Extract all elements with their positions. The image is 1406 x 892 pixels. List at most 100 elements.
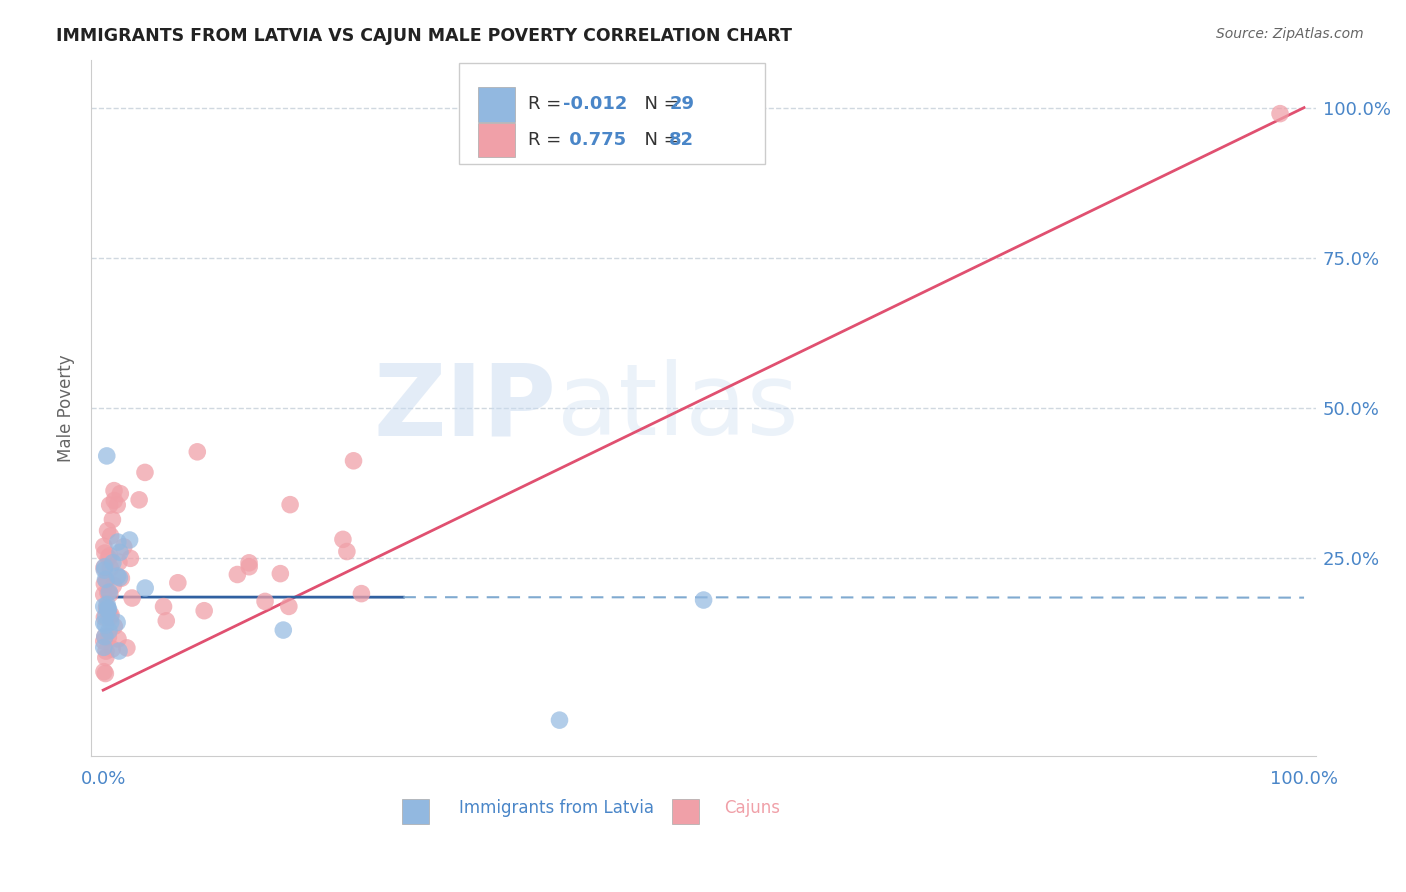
Text: N =: N = (633, 131, 685, 149)
Point (93, 640, 115, 655)
Text: Cajuns: Cajuns (724, 799, 780, 817)
Point (93, 577, 115, 591)
Point (97, 603, 120, 617)
Point (107, 569, 129, 583)
Point (336, 544, 359, 558)
Point (94, 630, 117, 644)
Text: ZIP: ZIP (374, 359, 557, 457)
Point (94, 618, 117, 632)
Point (98, 587, 121, 601)
Point (692, 593, 714, 607)
Text: Source: ZipAtlas.com: Source: ZipAtlas.com (1216, 27, 1364, 41)
Point (93, 610, 115, 624)
Point (93, 588, 115, 602)
Point (101, 642, 124, 657)
Point (97, 624, 120, 638)
Point (108, 644, 131, 658)
Point (100, 529, 122, 543)
Point (112, 540, 135, 554)
Point (97, 600, 120, 615)
Point (97, 585, 120, 599)
Point (94, 546, 117, 560)
Point (96, 603, 118, 617)
Point (152, 599, 174, 614)
Point (94, 650, 117, 665)
Point (93, 616, 115, 631)
Point (134, 466, 156, 480)
Point (94, 630, 117, 644)
Point (332, 533, 354, 547)
FancyBboxPatch shape (402, 798, 429, 824)
Point (271, 623, 294, 637)
Point (93, 563, 115, 577)
Point (94, 644, 117, 658)
Point (93, 634, 115, 648)
Point (96, 600, 118, 615)
FancyBboxPatch shape (672, 798, 699, 824)
Text: Immigrants from Latvia: Immigrants from Latvia (460, 799, 654, 817)
Point (115, 640, 138, 655)
Point (110, 571, 132, 585)
Point (238, 556, 260, 570)
Point (96, 574, 118, 588)
Point (186, 445, 208, 459)
Point (98, 585, 121, 599)
Point (238, 559, 260, 574)
Text: 29: 29 (669, 95, 695, 113)
Point (105, 498, 128, 512)
Point (94, 666, 117, 681)
Y-axis label: Male Poverty: Male Poverty (58, 354, 75, 462)
Point (269, 566, 291, 581)
Point (254, 594, 277, 608)
Point (108, 545, 131, 559)
Point (166, 575, 188, 590)
Point (93, 665, 115, 679)
Point (278, 498, 301, 512)
Point (97, 602, 120, 616)
Point (93, 599, 115, 614)
Point (97, 524, 120, 538)
Point (120, 551, 142, 566)
Point (1268, 106, 1291, 120)
Point (121, 591, 143, 605)
Point (118, 533, 141, 547)
Point (98, 561, 121, 575)
Point (97, 630, 120, 644)
Text: R =: R = (529, 131, 568, 149)
Point (100, 615, 122, 630)
Point (103, 493, 125, 508)
Point (155, 614, 177, 628)
FancyBboxPatch shape (478, 87, 515, 121)
Point (103, 483, 125, 498)
Point (98, 498, 121, 512)
FancyBboxPatch shape (458, 63, 765, 164)
Point (101, 556, 124, 570)
Text: N =: N = (633, 95, 685, 113)
Point (350, 586, 373, 600)
Point (103, 578, 125, 592)
Point (108, 555, 131, 569)
Point (96, 449, 118, 463)
Point (103, 619, 125, 633)
Text: -0.012: -0.012 (562, 95, 627, 113)
Point (108, 571, 131, 585)
Point (97, 550, 120, 565)
FancyBboxPatch shape (478, 122, 515, 157)
Point (193, 604, 215, 618)
Text: 82: 82 (669, 131, 695, 149)
Text: atlas: atlas (557, 359, 799, 457)
Point (101, 512, 124, 526)
Point (226, 567, 249, 582)
Point (94, 573, 117, 587)
Point (105, 615, 128, 630)
Point (97, 606, 120, 620)
Point (96, 598, 118, 612)
Text: 0.775: 0.775 (562, 131, 626, 149)
Point (100, 609, 122, 624)
Point (94, 609, 117, 624)
Point (342, 454, 364, 468)
Point (277, 599, 299, 614)
Point (107, 535, 129, 549)
Point (93, 560, 115, 574)
Point (134, 581, 156, 595)
